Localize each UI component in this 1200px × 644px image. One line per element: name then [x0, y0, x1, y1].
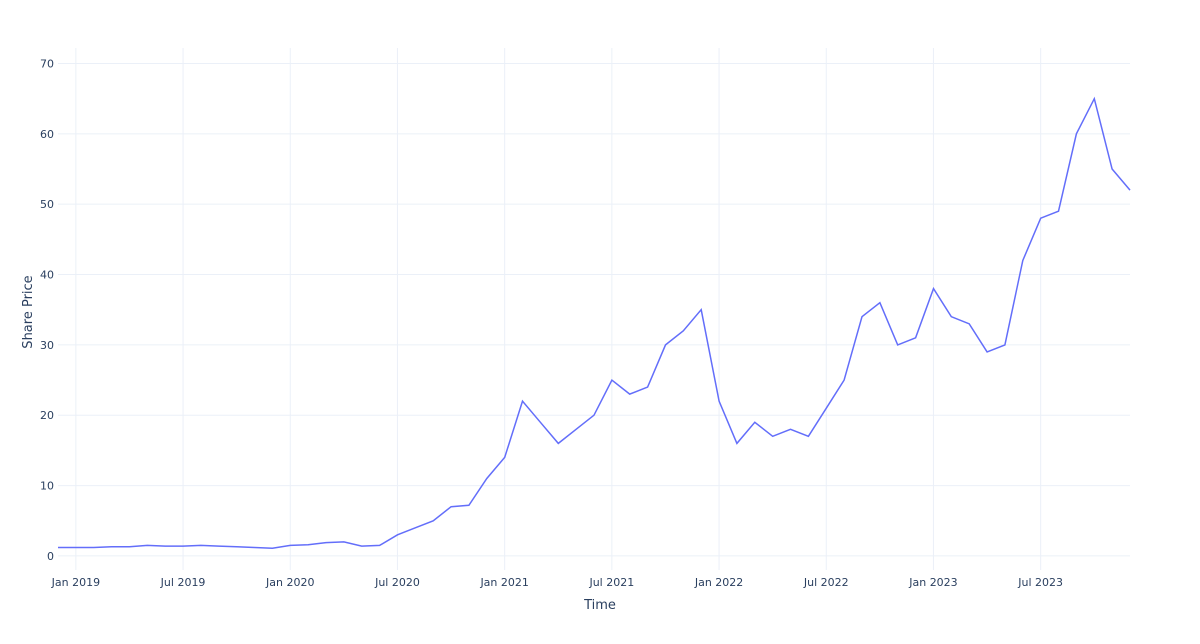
y-tick-label: 50 — [40, 198, 54, 211]
y-tick-label: 20 — [40, 409, 54, 422]
y-tick-label: 30 — [40, 339, 54, 352]
x-tick-label: Jan 2022 — [694, 576, 743, 589]
y-axis-title: Share Price — [21, 275, 36, 348]
x-axis-title: Time — [583, 598, 616, 613]
y-tick-label: 10 — [40, 480, 54, 493]
y-tick-label: 70 — [40, 57, 54, 70]
x-tick-label: Jul 2023 — [1017, 576, 1063, 589]
x-tick-label: Jan 2020 — [265, 576, 314, 589]
x-tick-label: Jul 2022 — [803, 576, 849, 589]
x-tick-label: Jul 2020 — [374, 576, 420, 589]
price-line — [58, 96, 1131, 549]
x-tick-label: Jan 2021 — [479, 576, 528, 589]
x-tick-label: Jul 2021 — [588, 576, 634, 589]
x-tick-label: Jan 2023 — [908, 576, 957, 589]
y-tick-label: 60 — [40, 128, 54, 141]
x-tick-label: Jan 2019 — [51, 576, 100, 589]
y-tick-label: 0 — [47, 550, 54, 563]
y-tick-label: 40 — [40, 269, 54, 282]
x-tick-label: Jul 2019 — [160, 576, 206, 589]
